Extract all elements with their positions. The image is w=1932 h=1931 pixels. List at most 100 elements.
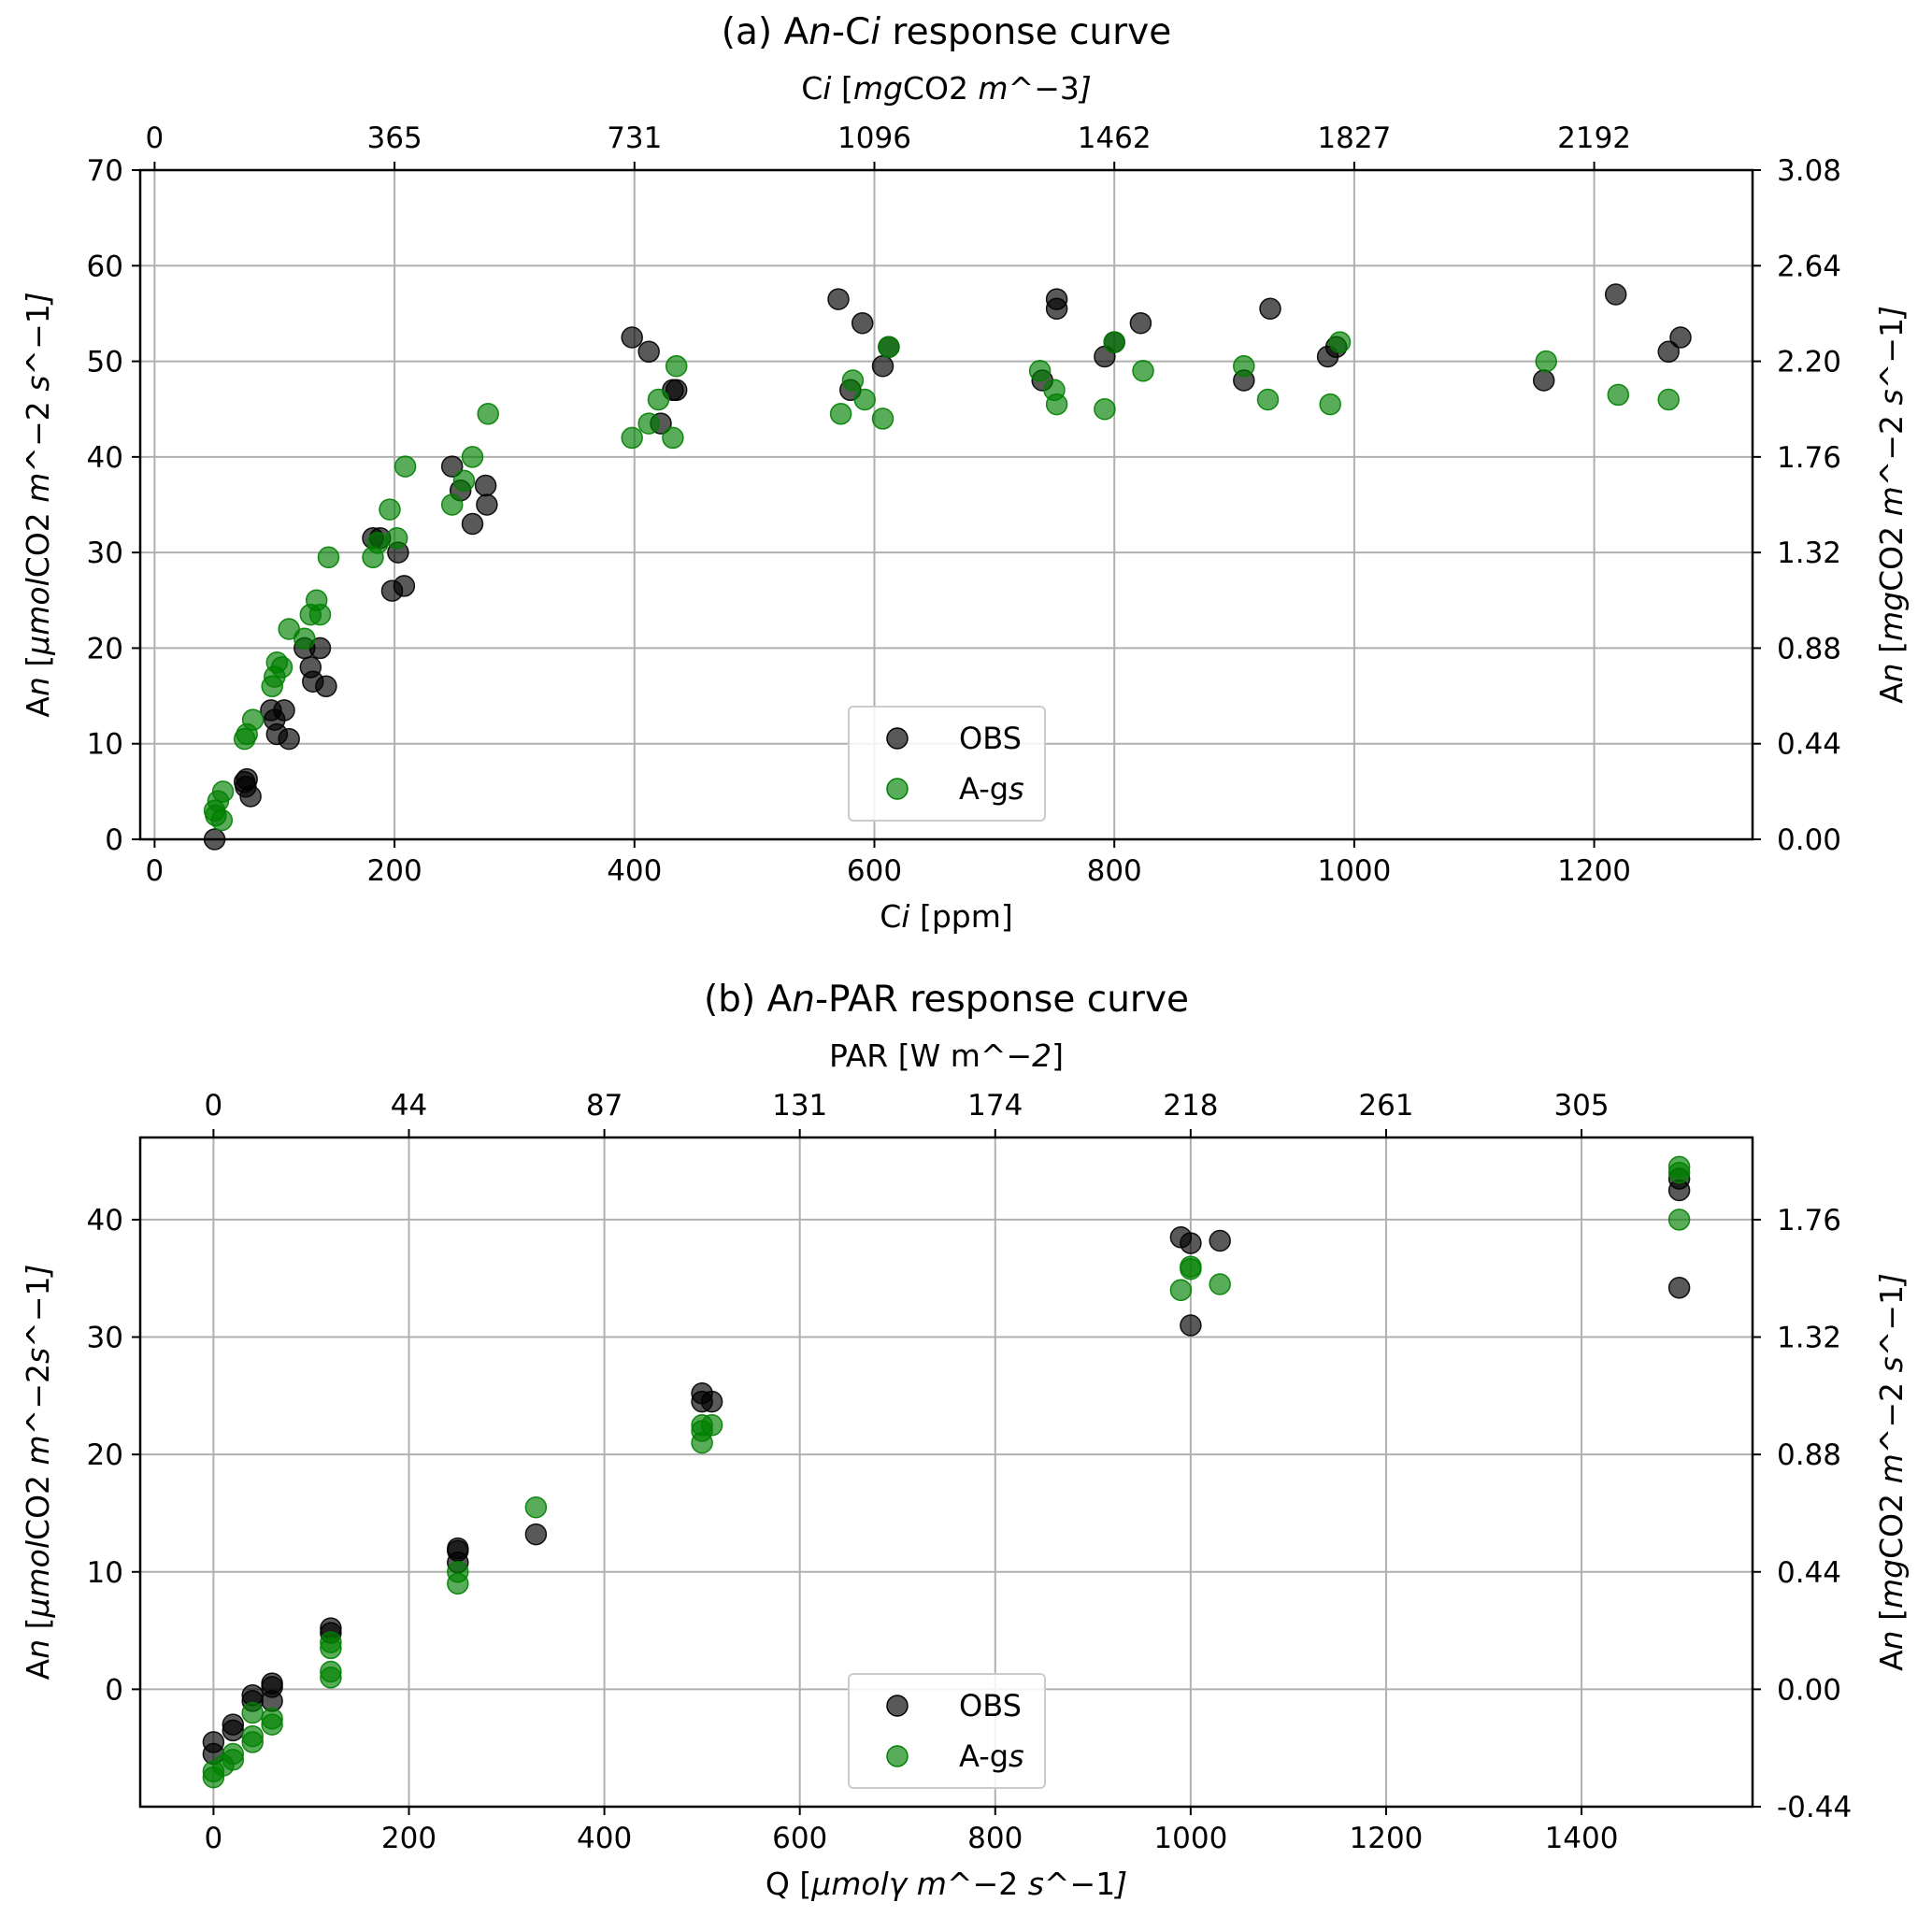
data-point [829,403,852,425]
x-tick-label: 200 [367,854,422,888]
data-point [621,326,643,349]
data-point [1667,1277,1691,1299]
data-point [662,426,684,450]
y-axis-title: An [μmolCO2 m^−2s^−1] [20,1265,56,1681]
legend-label: A-gs [959,771,1024,807]
right-y-tick-label: 0.00 [1777,823,1841,857]
y-tick-label: 30 [87,1322,123,1355]
data-point [1532,369,1555,392]
top-x-tick-label: 44 [391,1089,427,1123]
data-point [1209,1229,1231,1252]
right-y-tick-label: -0.44 [1777,1791,1852,1824]
data-point [871,408,894,430]
data-point [440,455,464,478]
right-y-tick-label: 2.64 [1777,250,1841,283]
data-point [315,675,337,698]
right-y-tick-label: 0.88 [1777,632,1841,665]
x-tick-label: 1200 [1557,854,1631,888]
data-point [851,311,874,335]
right-y-tick-label: 1.76 [1777,1204,1841,1237]
data-point [621,426,643,450]
data-point [317,546,340,569]
data-point [647,388,670,411]
top-x-tick-label: 87 [586,1089,623,1123]
legend: OBS A-gs [848,706,1046,822]
data-point [1535,350,1557,373]
top-x-tick-label: 2192 [1557,122,1631,155]
x-tick-label: 1000 [1317,854,1391,888]
data-point [476,493,498,516]
data-point [1657,388,1680,411]
x-tick-label: 800 [967,1822,1023,1855]
data-point [665,379,688,402]
top-x-tick-label: 174 [967,1089,1023,1123]
data-point [1259,297,1281,321]
data-point [871,354,894,378]
data-point [273,699,295,722]
data-point [320,1637,342,1660]
x-tick-label: 400 [577,1822,632,1855]
data-point [270,656,293,679]
data-point [1667,1161,1691,1184]
x-tick-label: 800 [1087,854,1142,888]
data-point [1094,397,1116,421]
top-x-tick-label: 305 [1553,1089,1609,1123]
data-point [461,512,484,536]
top-x-tick-label: 365 [367,122,422,155]
plot-frame [138,1136,1754,1809]
data-point [477,403,499,425]
data-point [394,455,417,478]
right-y-tick-label: 0.00 [1777,1673,1841,1707]
data-point [239,785,262,808]
series-ags-a [203,331,1680,832]
x-tick-label: 600 [772,1822,827,1855]
data-point [308,603,332,626]
x-tick-label: 1000 [1153,1822,1227,1855]
series-obs-b [202,1167,1691,1766]
data-point [1045,393,1068,416]
right-y-tick-label: 3.08 [1777,154,1841,188]
data-point [1132,360,1154,382]
data-point [278,727,300,751]
data-point [1180,1232,1202,1254]
legend-marker [886,778,909,800]
x-axis-title: Ci [ppm] [880,898,1013,935]
data-point [320,1666,342,1689]
chart-title: (a) An-Ci response curve [722,11,1171,53]
data-point [379,498,401,521]
data-point [665,354,688,378]
right-y-tick-label: 1.32 [1777,1322,1841,1355]
right-y-tick-label: 1.32 [1777,536,1841,570]
data-point [1607,383,1630,407]
right-y-tick-label: 0.44 [1777,1556,1841,1590]
data-point [827,288,850,310]
data-point [1604,283,1627,306]
y-tick-label: 50 [87,346,123,379]
y-tick-label: 0 [105,823,123,857]
data-point [1180,1255,1202,1278]
legend-marker [886,1695,909,1717]
data-point [1169,1279,1193,1302]
data-point [853,388,876,411]
data-point [1669,326,1692,349]
data-point [241,1701,264,1724]
data-point [637,412,660,435]
data-point [222,1749,245,1771]
data-point [222,1719,245,1742]
data-point [1256,388,1280,411]
top-x-axis-title: Ci [mgCO2 m^−3] [801,70,1092,107]
top-x-tick-label: 131 [772,1089,827,1123]
data-point [293,627,316,650]
top-x-tick-label: 218 [1163,1089,1218,1123]
top-x-axis-title: PAR [W m^−2] [829,1037,1064,1074]
data-point [841,369,865,392]
top-x-tick-label: 731 [607,122,662,155]
y-axis-title: An [μmolCO2 m^−2 s^−1] [20,292,56,717]
x-tick-label: 600 [847,854,902,888]
right-y-axis-title: An [mgCO2 m^−2 s^−1] [1873,1273,1910,1671]
x-tick-label: 1200 [1350,1822,1424,1855]
